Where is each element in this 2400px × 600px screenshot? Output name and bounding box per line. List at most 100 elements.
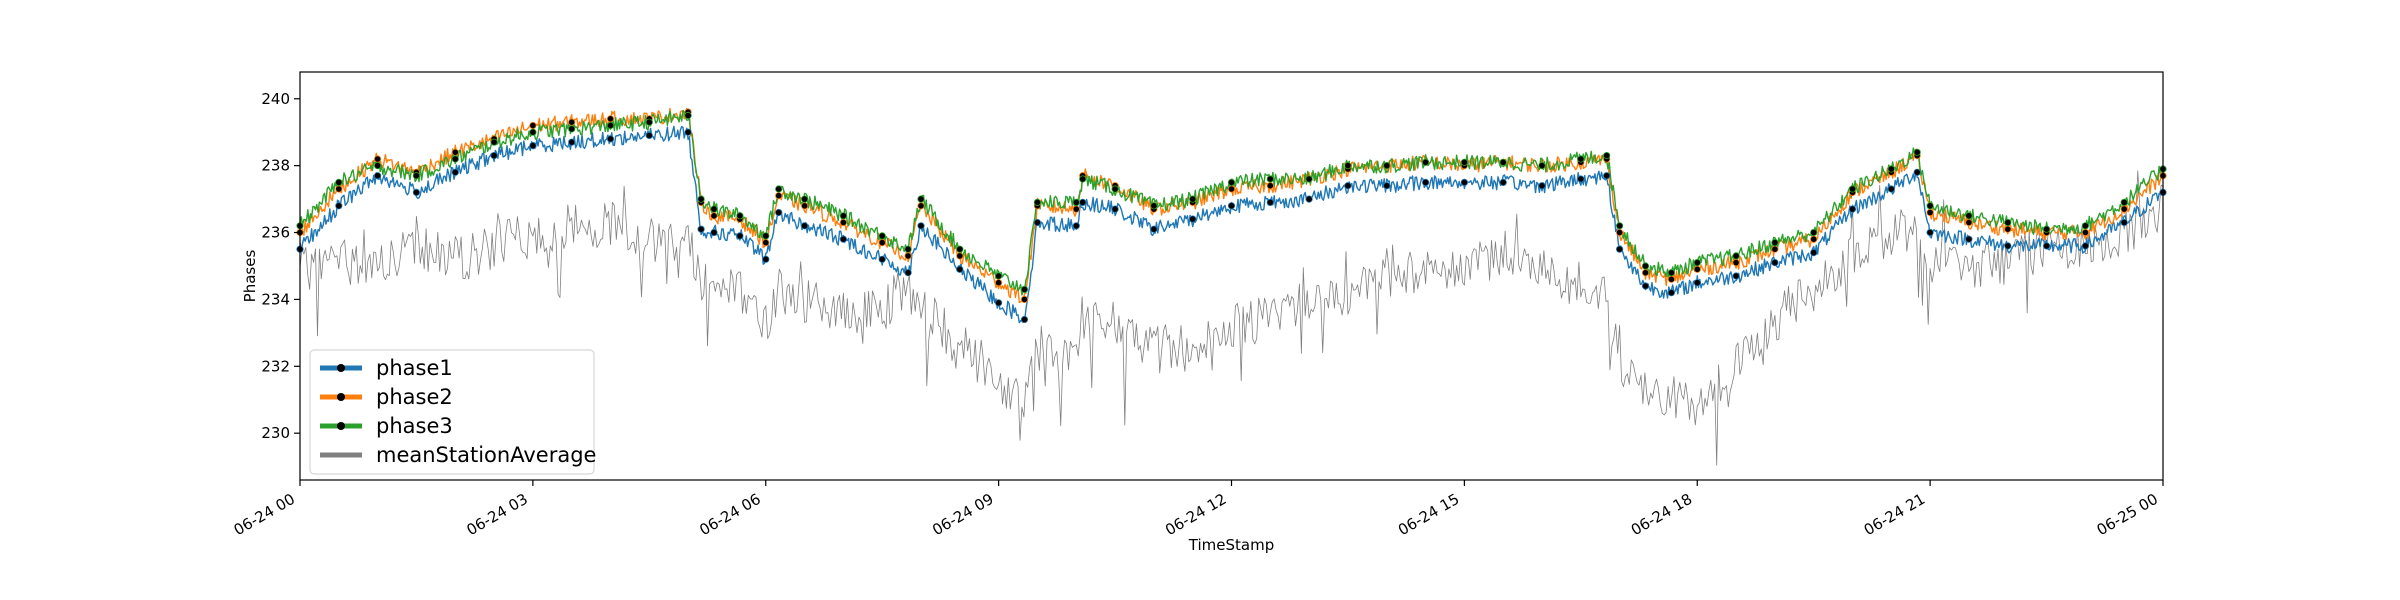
data-point-phase3 bbox=[904, 245, 912, 253]
y-tick-label: 236 bbox=[261, 224, 290, 242]
data-point-phase3 bbox=[645, 118, 653, 126]
data-point-phase3 bbox=[2081, 222, 2089, 230]
data-point-phase2 bbox=[1667, 275, 1676, 283]
data-point-phase3 bbox=[1603, 152, 1611, 160]
data-point-phase3 bbox=[1616, 222, 1624, 230]
series-line-meanStationAverage bbox=[299, 170, 2164, 466]
data-point-phase1 bbox=[373, 172, 382, 180]
data-point-phase3 bbox=[2004, 218, 2012, 227]
data-point-phase2 bbox=[839, 218, 848, 227]
data-point-phase3 bbox=[568, 125, 576, 133]
data-point-phase3 bbox=[1227, 178, 1236, 186]
data-point-phase2 bbox=[1810, 235, 1818, 243]
y-tick-label: 234 bbox=[261, 290, 290, 308]
legend-label: meanStationAverage bbox=[376, 443, 596, 467]
data-point-phase1 bbox=[1848, 205, 1857, 213]
data-point-phase1 bbox=[1732, 272, 1740, 280]
data-point-phase3 bbox=[529, 128, 537, 136]
data-point-phase2 bbox=[1965, 218, 1973, 227]
x-tick-label: 06-24 00 bbox=[231, 490, 298, 539]
data-point-phase2 bbox=[1616, 228, 1624, 237]
data-point-phase3 bbox=[2043, 225, 2051, 233]
data-point-phase3 bbox=[1033, 198, 1042, 206]
data-point-phase3 bbox=[1305, 175, 1313, 183]
data-point-phase2 bbox=[710, 212, 718, 220]
data-point-phase3 bbox=[335, 178, 343, 186]
data-point-phase1 bbox=[1079, 198, 1087, 206]
data-point-phase2 bbox=[917, 202, 925, 210]
data-point-phase1 bbox=[1810, 249, 1818, 257]
data-point-phase1 bbox=[1771, 258, 1779, 267]
data-point-phase3 bbox=[1383, 162, 1391, 170]
data-point-phase2 bbox=[1693, 265, 1701, 273]
data-point-phase3 bbox=[1020, 285, 1029, 293]
data-point-phase3 bbox=[710, 205, 718, 213]
data-point-phase3 bbox=[762, 232, 770, 240]
data-point-phase1 bbox=[490, 152, 498, 160]
data-point-phase2 bbox=[606, 115, 615, 123]
data-point-phase1 bbox=[1667, 289, 1676, 297]
data-point-phase3 bbox=[994, 272, 1003, 280]
data-point-phase1 bbox=[878, 255, 886, 263]
data-point-phase3 bbox=[684, 111, 692, 120]
data-point-phase2 bbox=[2004, 225, 2012, 233]
data-point-phase3 bbox=[1072, 198, 1080, 206]
x-tick-label: 06-25 00 bbox=[2094, 490, 2161, 539]
data-point-phase2 bbox=[762, 239, 770, 247]
data-point-phase3 bbox=[1266, 175, 1274, 183]
x-tick-label: 06-24 06 bbox=[696, 490, 763, 539]
data-point-phase3 bbox=[1460, 158, 1469, 166]
data-point-phase1 bbox=[994, 299, 1003, 307]
data-point-phase2 bbox=[775, 192, 783, 200]
data-point-phase1 bbox=[1266, 198, 1274, 206]
data-point-phase2 bbox=[529, 121, 537, 130]
y-axis-title: Phases bbox=[241, 250, 259, 303]
data-point-phase3 bbox=[800, 195, 809, 203]
data-point-phase3 bbox=[1577, 155, 1585, 163]
data-point-phase2 bbox=[1771, 245, 1779, 253]
data-point-phase1 bbox=[1344, 182, 1352, 190]
data-point-phase1 bbox=[956, 265, 964, 273]
x-tick-label: 06-24 18 bbox=[1628, 490, 1695, 539]
data-point-phase1 bbox=[710, 228, 718, 237]
data-point-phase1 bbox=[839, 235, 848, 243]
data-point-phase1 bbox=[1111, 205, 1119, 213]
legend-entry-phase2: phase2 bbox=[320, 385, 453, 409]
legend-label: phase2 bbox=[376, 385, 453, 409]
data-point-phase1 bbox=[1383, 182, 1391, 190]
data-point-phase3 bbox=[2120, 198, 2128, 206]
data-point-phase1 bbox=[1577, 175, 1585, 183]
data-point-phase3 bbox=[1913, 148, 1921, 156]
legend-entry-phase1: phase1 bbox=[320, 356, 453, 380]
legend-marker bbox=[337, 422, 345, 430]
data-point-phase1 bbox=[568, 138, 576, 146]
data-point-phase1 bbox=[1499, 178, 1507, 186]
data-point-phase2 bbox=[1072, 205, 1080, 213]
data-point-phase1 bbox=[1887, 185, 1895, 193]
data-point-phase1 bbox=[2004, 242, 2012, 250]
legend-marker bbox=[337, 393, 345, 401]
data-point-phase1 bbox=[1305, 195, 1313, 203]
data-point-phase2 bbox=[800, 202, 809, 210]
legend-box bbox=[309, 349, 595, 475]
data-point-phase2 bbox=[1020, 295, 1029, 303]
legend: phase1 phase2 phase3 meanStationAverage bbox=[309, 349, 596, 475]
data-point-phase1 bbox=[1189, 215, 1197, 223]
legend-entry-phase3: phase3 bbox=[320, 414, 453, 438]
data-point-phase3 bbox=[1887, 165, 1895, 173]
data-point-phase1 bbox=[1913, 168, 1921, 176]
data-point-phase3 bbox=[1693, 258, 1701, 267]
data-point-phase2 bbox=[2081, 228, 2089, 237]
data-point-phase2 bbox=[878, 239, 886, 247]
data-point-phase3 bbox=[1641, 262, 1650, 270]
data-point-phase3 bbox=[1422, 158, 1430, 166]
data-point-phase1 bbox=[1150, 225, 1158, 233]
data-point-phase3 bbox=[451, 155, 459, 163]
data-point-phase1 bbox=[800, 222, 809, 230]
data-point-phase3 bbox=[1965, 212, 1973, 220]
data-point-phase3 bbox=[956, 245, 964, 253]
data-point-phase1 bbox=[606, 135, 615, 143]
data-point-phase3 bbox=[373, 162, 382, 170]
data-point-phase1 bbox=[412, 188, 420, 196]
data-point-phase1 bbox=[451, 168, 459, 176]
